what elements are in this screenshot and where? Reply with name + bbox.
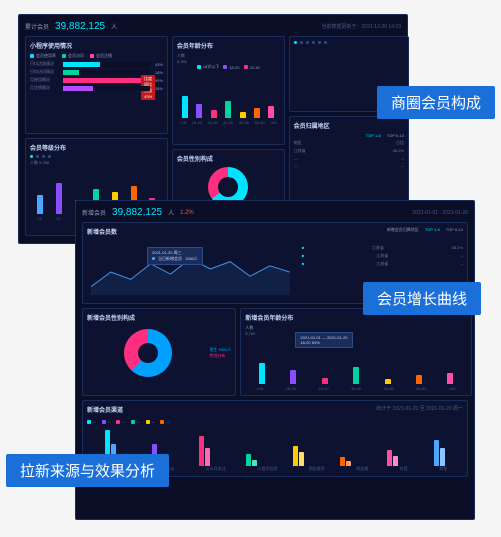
panel-title: 新增会员数 (87, 227, 117, 236)
region-tab[interactable]: TOP 1-5 (425, 227, 440, 239)
pagination-dots[interactable] (294, 41, 404, 44)
region-row: ----- (294, 156, 404, 161)
age-bar (182, 96, 188, 118)
panel-title: 新增会员渠道 (87, 405, 123, 414)
age-bar (240, 112, 246, 118)
datepicker[interactable]: 2021-01-01 - 2021-01-20 (412, 210, 468, 216)
dashboard-header: 新增会员 39,882,125 人 1.2% 2021-01-01 - 2021… (82, 207, 468, 218)
region-row: ■江苏省-- (302, 253, 463, 259)
header-count: 39,882,125 (55, 21, 105, 32)
region-tab[interactable]: TOP 1-5 (366, 133, 381, 138)
age-bar (385, 379, 391, 384)
panel-title: 会员年龄分布 (177, 41, 280, 50)
age-bar (353, 367, 359, 384)
dashboard-header: 累计会员 39,882,125 人 当前数据更新于：2021-12-20 14:… (25, 21, 401, 32)
age-bar (211, 110, 217, 118)
callout-member-composition: 商圈会员构成 (377, 86, 495, 119)
region-tab[interactable]: TOP 6-10 (387, 133, 404, 138)
age-bar (416, 375, 422, 384)
usage-bar-row: 月注销情况35% (30, 85, 163, 91)
age-bar (225, 101, 231, 118)
age-tooltip: 2021-01-01 — 2021-01-20 18-20 54% (295, 332, 352, 348)
age-bar (290, 370, 296, 384)
trend-tooltip: 2021-01-20 周三 当日新增会员 1560人 (147, 247, 203, 265)
header-count: 39,882,125 (112, 207, 162, 218)
legend-item: 会员使用率 (30, 53, 56, 59)
panel-title: 小程序使用情况 (30, 41, 163, 50)
callout-growth-curve: 会员增长曲线 (363, 282, 481, 315)
age-bar (322, 378, 328, 384)
region-tab[interactable]: TOP 6-10 (446, 227, 463, 239)
region-row: ■江苏省38.2% (302, 245, 463, 251)
age-bar (259, 363, 265, 384)
panel-title: 会员性别构成 (177, 154, 280, 163)
trend-line-chart: 2021-01-20 周三 当日新增会员 1560人 (87, 239, 294, 299)
panel-title: 会员等级分布 (30, 143, 163, 152)
header-timestamp: 当前数据更新于：2021-12-20 14:33 (322, 23, 401, 30)
legend-item: 会员注销 (90, 53, 112, 59)
header-title: 新增会员 (82, 208, 106, 217)
age-bar (268, 106, 274, 118)
pagination-dots[interactable] (30, 155, 163, 158)
header-title: 累计会员 (25, 22, 49, 31)
age-bar (254, 108, 260, 118)
usage-bar-row: 月使用情况比度同比上涨 43%90% (30, 77, 163, 83)
header-count-suffix: 人 (111, 22, 117, 31)
region-row: ----- (294, 163, 404, 168)
legend-item: 会员访问 (62, 53, 84, 59)
panel-usage: 小程序使用情况 会员使用率会员访问会员注销 日均活跃情况43%日均访问情况18%… (25, 36, 168, 134)
region-row: 江苏省38.2% (294, 148, 404, 154)
tier-bar (56, 183, 62, 214)
source-bar-pair (434, 440, 445, 466)
panel-new-age: 新增会员年龄分布 人数 5,780 2021-01-01 — 2021-01-2… (240, 308, 472, 396)
source-bar-pair (199, 436, 210, 466)
source-bar-pair (246, 454, 257, 466)
region-row: ■江苏省-- (302, 261, 463, 267)
usage-bar-row: 日均活跃情况43% (30, 61, 163, 67)
source-bar-pair (293, 446, 304, 466)
panel-title: 会员归属地区 (294, 121, 404, 130)
change-pct: 1.2% (180, 210, 194, 216)
tier-bar (37, 195, 43, 214)
source-bar-pair (340, 457, 351, 466)
gender-donut-chart (124, 329, 172, 377)
panel-new-gender: 新增会员性别构成 男生 6500人 性别分布 (82, 308, 236, 396)
source-bar-pair (387, 450, 398, 466)
age-bar (196, 104, 202, 118)
panel-age: 会员年龄分布 人数 5,780 18岁以下18-2020-30 <1818-20… (172, 36, 285, 145)
panel-title: 新增会员性别构成 (87, 313, 231, 322)
callout-source-analysis: 拉新来源与效果分析 (6, 454, 169, 487)
age-bar (447, 373, 453, 385)
